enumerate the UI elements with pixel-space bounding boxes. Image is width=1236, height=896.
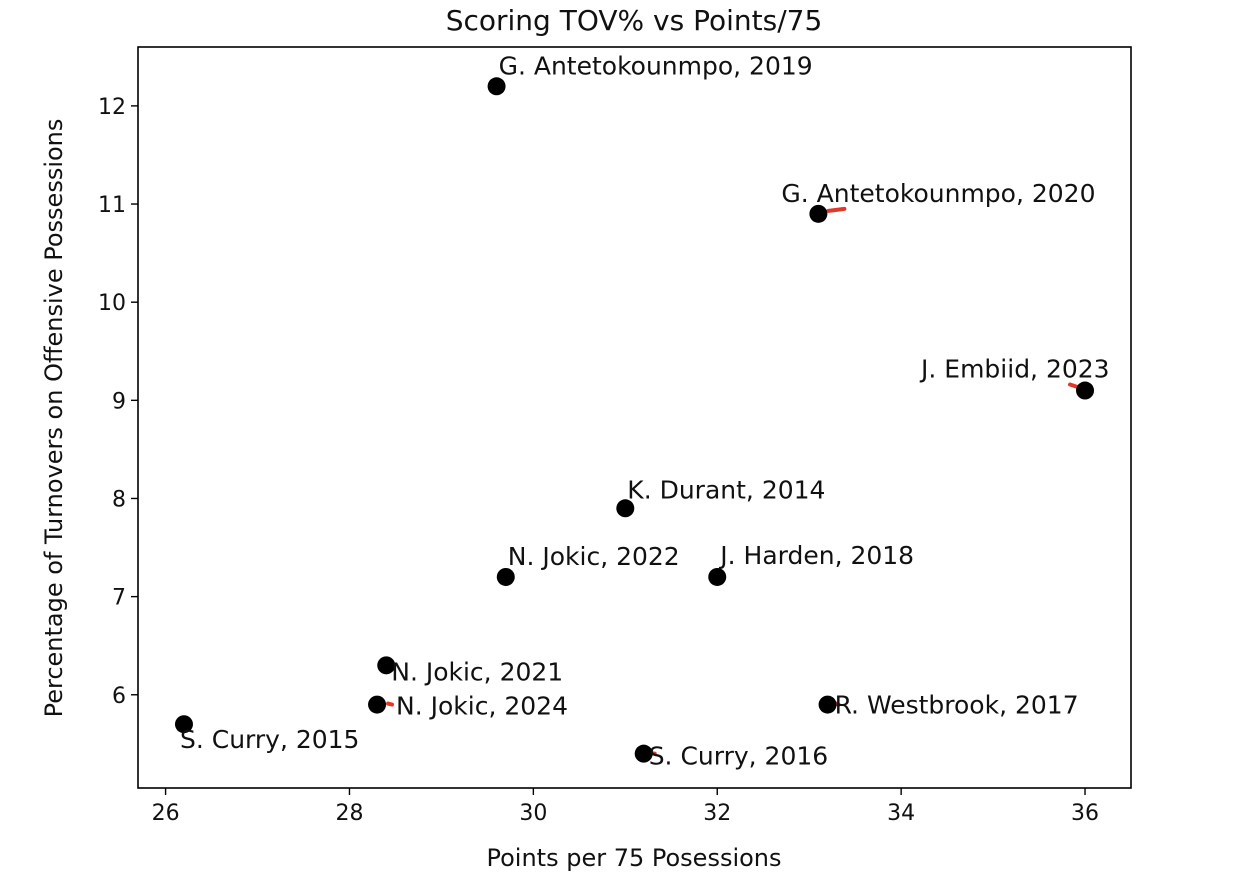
y-tick-label: 11 xyxy=(98,193,126,218)
x-tick-label: 30 xyxy=(519,801,547,826)
point-label: N. Jokic, 2022 xyxy=(508,542,680,571)
y-tick-label: 6 xyxy=(112,684,126,709)
scatter-point xyxy=(487,77,506,96)
scatter-point xyxy=(708,567,727,586)
point-label: S. Curry, 2015 xyxy=(180,725,360,754)
point-label: N. Jokic, 2024 xyxy=(396,692,568,721)
point-label: J. Embiid, 2023 xyxy=(919,355,1110,384)
y-tick-label: 10 xyxy=(98,291,126,316)
point-label: G. Antetokounmpo, 2020 xyxy=(781,179,1095,208)
scatter-point xyxy=(174,715,193,734)
point-label: J. Harden, 2018 xyxy=(718,541,914,570)
scatter-point xyxy=(1076,381,1095,400)
y-axis-label: Percentage of Turnovers on Offensive Pos… xyxy=(40,119,68,718)
plot-area xyxy=(137,46,1132,789)
scatter-point xyxy=(368,695,387,714)
x-tick-label: 34 xyxy=(887,801,915,826)
scatter-point xyxy=(496,567,515,586)
label-leader-line xyxy=(826,206,847,213)
point-label: G. Antetokounmpo, 2019 xyxy=(499,51,813,80)
y-tick-label: 12 xyxy=(98,95,126,120)
scatter-point xyxy=(616,499,635,518)
point-labels: G. Antetokounmpo, 2019 G. Antetokounmpo, … xyxy=(180,51,1110,770)
y-tick-label: 9 xyxy=(112,389,126,414)
point-label: N. Jokic, 2021 xyxy=(391,657,563,686)
y-tick-label: 7 xyxy=(112,586,126,611)
scatter-point xyxy=(634,744,653,763)
y-axis: 6 7 8 9 10 11 12 xyxy=(98,95,138,709)
x-tick-label: 26 xyxy=(152,801,180,826)
scatter-point xyxy=(818,695,837,714)
x-tick-label: 28 xyxy=(335,801,363,826)
point-label: S. Curry, 2016 xyxy=(649,742,829,771)
x-axis-label: Points per 75 Posessions xyxy=(486,844,781,872)
chart-title: Scoring TOV% vs Points/75 xyxy=(446,4,823,37)
data-points xyxy=(174,77,1095,763)
scatter-point xyxy=(809,204,828,223)
x-tick-label: 32 xyxy=(703,801,731,826)
y-tick-label: 8 xyxy=(112,487,126,512)
scatter-point xyxy=(377,656,396,675)
x-tick-label: 36 xyxy=(1071,801,1099,826)
point-label: K. Durant, 2014 xyxy=(627,475,825,504)
x-axis: 26 28 30 32 34 36 xyxy=(152,788,1099,826)
point-label: R. Westbrook, 2017 xyxy=(835,691,1079,720)
label-leader-line xyxy=(386,701,395,707)
